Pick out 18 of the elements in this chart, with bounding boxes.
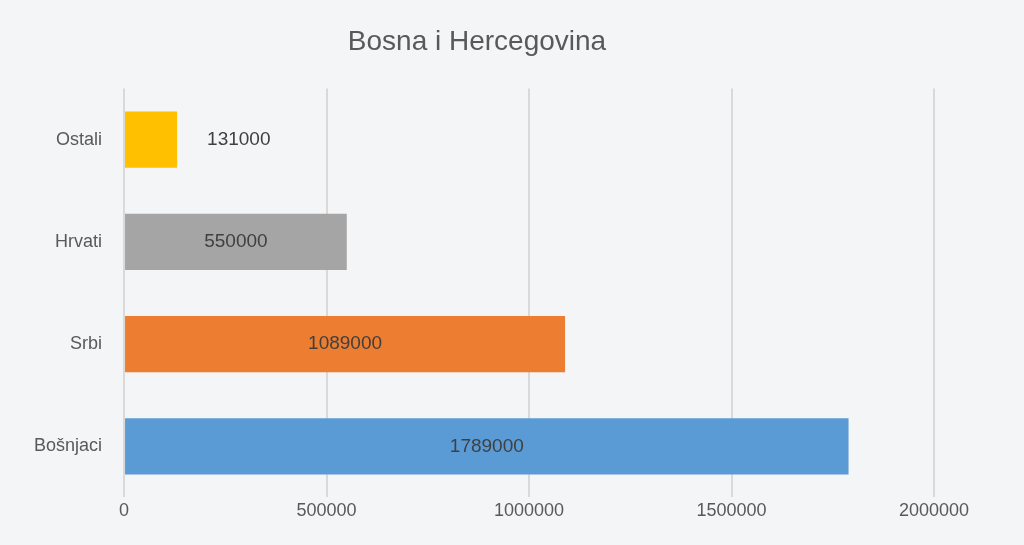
y-tick-label: Bošnjaci [33, 435, 103, 456]
data-label: 550000 [204, 230, 268, 252]
bar [125, 418, 849, 475]
x-tick-label: 0 [119, 500, 130, 521]
y-tick-label: Ostali [56, 128, 103, 149]
y-tick-label: Srbi [70, 333, 103, 354]
bar [125, 213, 347, 271]
bar [125, 316, 566, 373]
data-label: 1789000 [449, 434, 524, 456]
data-label: 131000 [207, 127, 271, 149]
x-tick-label: 500000 [296, 500, 357, 521]
x-tick-label: 2000000 [898, 500, 970, 521]
data-label: 1089000 [308, 332, 383, 354]
bar [125, 111, 178, 168]
x-tick-label: 1500000 [696, 500, 767, 521]
x-tick-label: 1000000 [493, 500, 565, 521]
y-tick-label: Hrvati [55, 230, 103, 251]
chart-title: Bosna i Hercegovina [347, 24, 607, 56]
